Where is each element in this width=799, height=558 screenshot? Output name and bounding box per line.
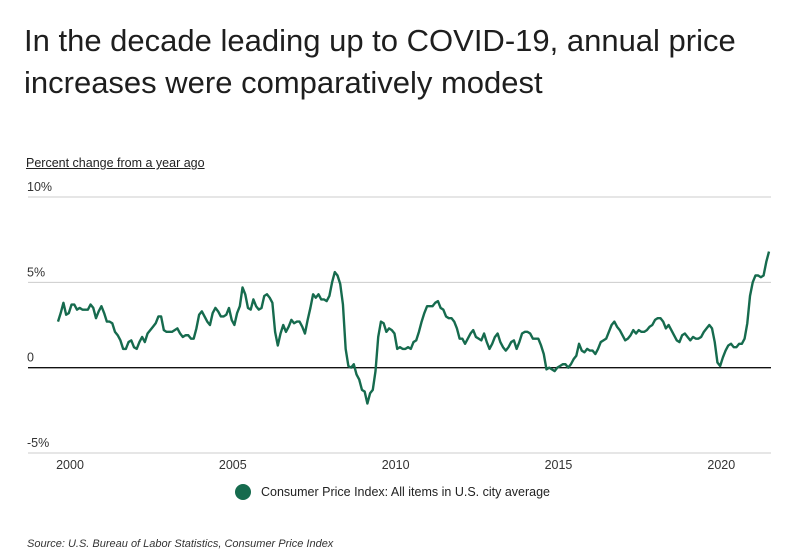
legend-swatch bbox=[235, 484, 251, 500]
series-line-cpi bbox=[56, 251, 771, 405]
legend-label: Consumer Price Index: All items in U.S. … bbox=[261, 485, 551, 499]
y-tick-label: 0 bbox=[27, 351, 34, 365]
y-axis-label: Percent change from a year ago bbox=[26, 156, 205, 170]
x-tick-label: 2000 bbox=[56, 458, 84, 472]
legend: Consumer Price Index: All items in U.S. … bbox=[235, 484, 550, 500]
x-tick-label: 2015 bbox=[545, 458, 573, 472]
y-tick-label: 10% bbox=[27, 180, 52, 194]
gridlines bbox=[28, 196, 771, 454]
y-tick-label: 5% bbox=[27, 265, 45, 279]
x-tick-label: 2020 bbox=[707, 458, 735, 472]
x-tick-labels: 2000 2005 2010 2015 2020 bbox=[56, 458, 735, 472]
chart-title: In the decade leading up to COVID-19, an… bbox=[24, 23, 736, 100]
y-tick-labels: 10% 5% 0 -5% bbox=[27, 180, 52, 450]
x-tick-label: 2010 bbox=[382, 458, 410, 472]
y-tick-label: -5% bbox=[27, 436, 49, 450]
x-tick-label: 2005 bbox=[219, 458, 247, 472]
source-note: Source: U.S. Bureau of Labor Statistics,… bbox=[27, 538, 334, 550]
